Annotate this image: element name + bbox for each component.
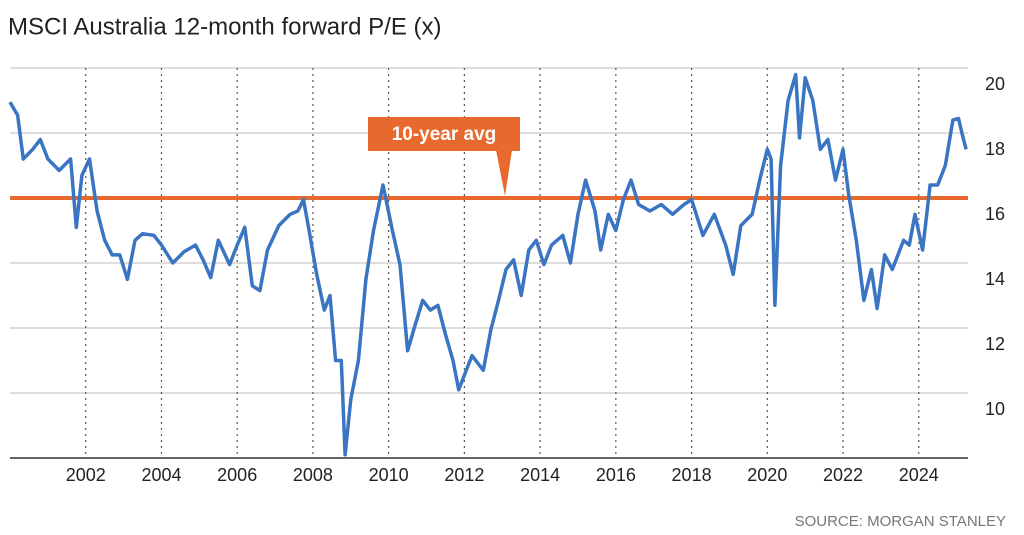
x-tick-label: 2024 bbox=[899, 465, 939, 485]
annotation-pointer bbox=[496, 150, 512, 196]
x-tick-label: 2016 bbox=[596, 465, 636, 485]
chart-title: MSCI Australia 12-month forward P/E (x) bbox=[8, 13, 441, 40]
x-tick-label: 2014 bbox=[520, 465, 560, 485]
x-tick-label: 2008 bbox=[293, 465, 333, 485]
x-tick-label: 2012 bbox=[444, 465, 484, 485]
x-tick-label: 2006 bbox=[217, 465, 257, 485]
y-tick-label: 16 bbox=[985, 204, 1005, 224]
x-tick-label: 2002 bbox=[66, 465, 106, 485]
x-tick-label: 2022 bbox=[823, 465, 863, 485]
y-tick-label: 20 bbox=[985, 74, 1005, 94]
y-tick-label: 10 bbox=[985, 399, 1005, 419]
x-tick-label: 2020 bbox=[747, 465, 787, 485]
source: SOURCE: MORGAN STANLEY bbox=[795, 513, 1006, 530]
x-tick-label: 2010 bbox=[369, 465, 409, 485]
x-tick-label: 2004 bbox=[141, 465, 181, 485]
annotation: 10-year avg bbox=[392, 124, 497, 145]
annotation-box bbox=[368, 117, 520, 151]
y-tick-label: 18 bbox=[985, 139, 1005, 159]
y-tick-label: 12 bbox=[985, 334, 1005, 354]
x-tick-label: 2018 bbox=[672, 465, 712, 485]
y-tick-label: 14 bbox=[985, 269, 1005, 289]
line-series bbox=[8, 72, 968, 457]
